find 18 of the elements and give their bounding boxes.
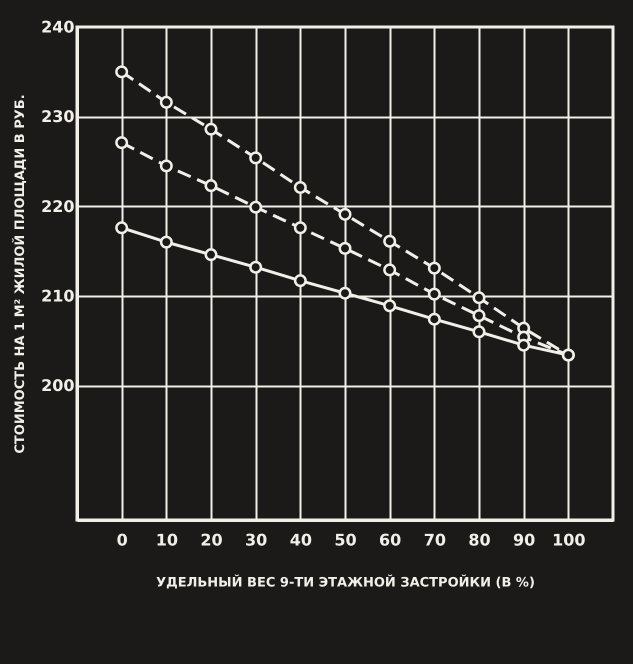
y-tick-label: 220	[41, 196, 74, 216]
y-tick-label: 200	[41, 376, 74, 396]
x-tick-label: 50	[334, 530, 357, 550]
x-tick-label: 20	[200, 530, 223, 550]
x-tick-label: 90	[513, 530, 536, 550]
x-tick-label: 0	[116, 530, 128, 550]
x-tick-label: 10	[156, 530, 178, 550]
x-tick-label: 60	[379, 530, 402, 550]
x-tick-label: 30	[245, 530, 268, 550]
y-axis-title: СТОИМОСТЬ НА 1 М² ЖИЛОЙ ПЛОЩАДИ В РУБ.	[11, 94, 28, 454]
x-tick-label: 80	[468, 530, 491, 550]
x-tick-label: 40	[290, 530, 312, 550]
y-tick-label: 210	[41, 286, 74, 306]
x-tick-label: 70	[424, 530, 446, 550]
x-axis-title: УДЕЛЬНЫЙ ВЕС 9-ТИ ЭТАЖНОЙ ЗАСТРОЙКИ (В %)	[156, 574, 535, 590]
y-tick-label: 230	[41, 107, 74, 126]
y-tick-label: 240	[41, 18, 74, 36]
x-tick-label: 100	[552, 530, 586, 550]
